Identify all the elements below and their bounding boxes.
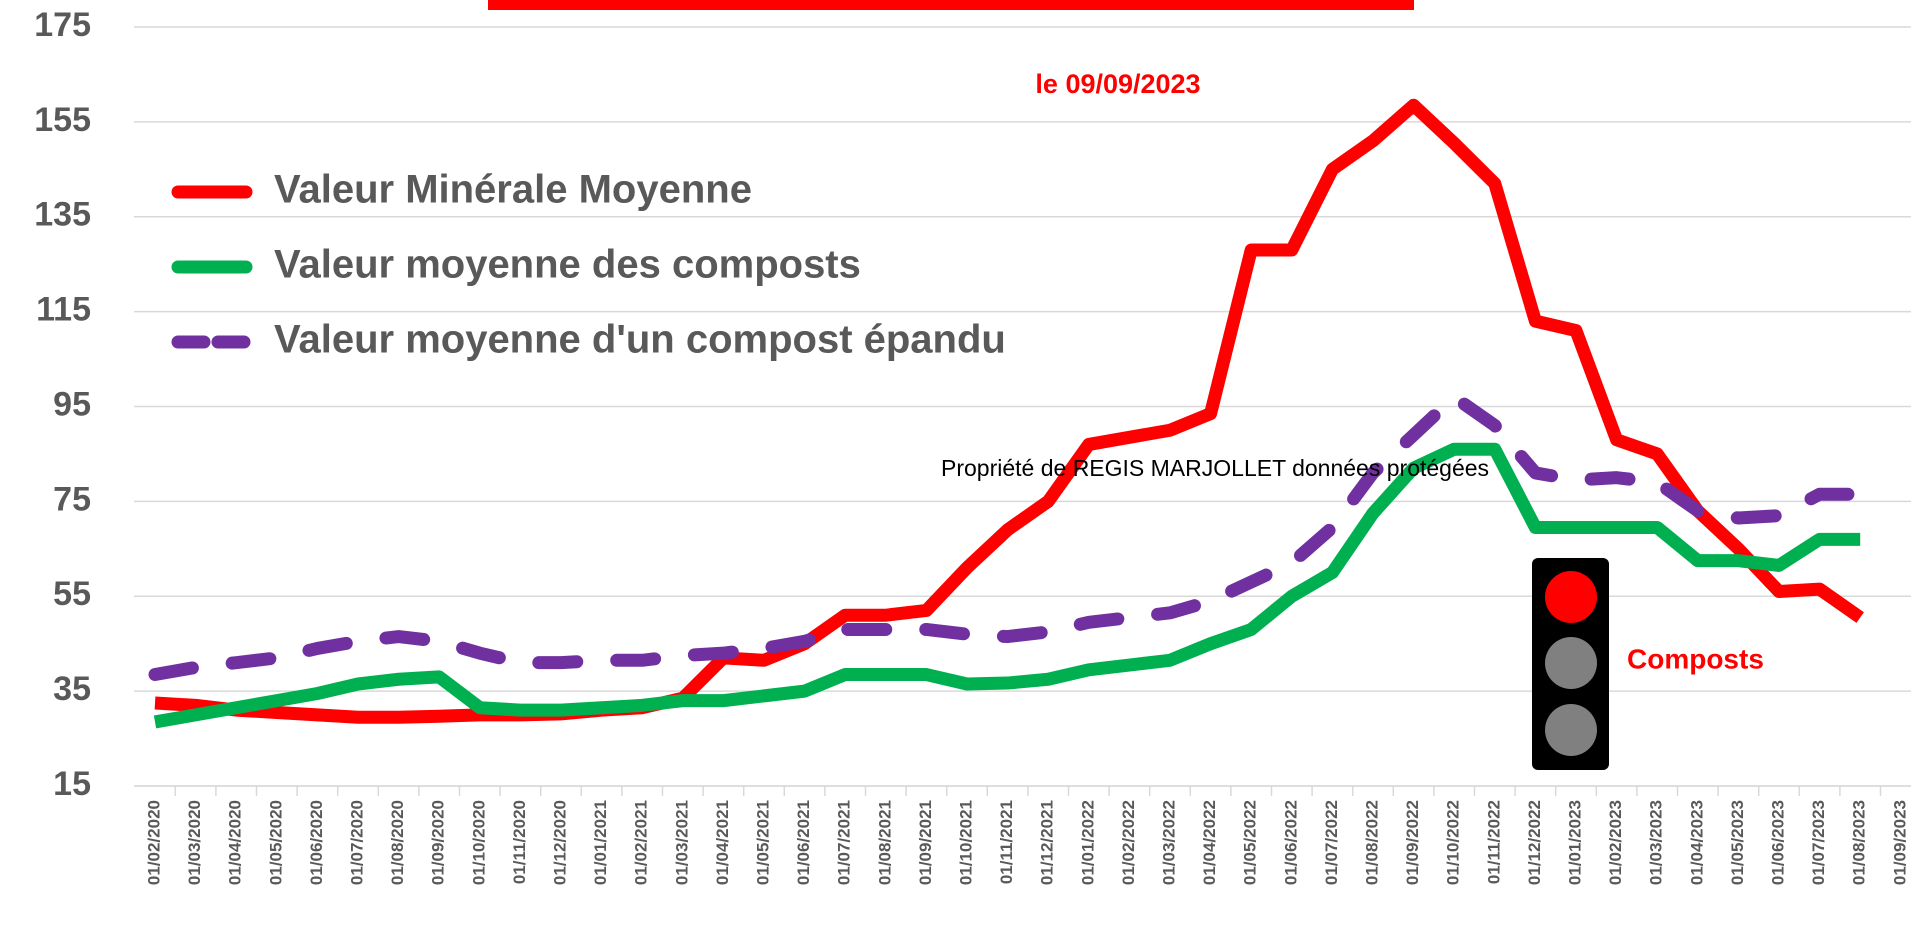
x-tick-label: 01/11/2021 (997, 800, 1016, 884)
x-tick-label: 01/06/2023 (1768, 800, 1787, 885)
x-tick-label: 01/01/2023 (1565, 800, 1584, 885)
x-tick-label: 01/02/2022 (1119, 800, 1138, 885)
x-tick-label: 01/03/2023 (1647, 800, 1666, 885)
x-tick-label: 01/12/2020 (550, 800, 569, 885)
y-tick-label: 155 (34, 101, 91, 139)
x-tick-label: 01/10/2021 (956, 800, 975, 885)
x-tick-label: 01/08/2020 (388, 800, 407, 885)
x-tick-label: 01/03/2021 (672, 800, 691, 885)
annotation: le 09/09/2023 (1035, 69, 1200, 99)
x-tick-label: 01/02/2023 (1606, 800, 1625, 885)
x-tick-label: 01/06/2020 (307, 800, 326, 885)
x-tick-label: 01/04/2021 (713, 800, 732, 885)
x-tick-label: 01/12/2021 (1038, 800, 1057, 885)
x-tick-label: 01/11/2022 (1484, 800, 1503, 884)
x-tick-label: 01/07/2023 (1809, 800, 1828, 885)
x-tick-label: 01/06/2021 (794, 800, 813, 885)
legend-label: Valeur moyenne d'un compost épandu (274, 318, 1006, 362)
x-tick-label: 01/08/2022 (1362, 800, 1381, 885)
x-tick-label: 01/05/2020 (266, 800, 285, 885)
x-tick-label: 01/10/2022 (1444, 800, 1463, 885)
x-tick-label: 01/03/2022 (1159, 800, 1178, 885)
y-tick-label: 15 (53, 765, 91, 803)
x-tick-label: 01/09/2020 (429, 800, 448, 885)
signal-label: Composts (1627, 643, 1764, 674)
x-tick-label: 01/02/2021 (632, 800, 651, 885)
series-line (153, 442, 1861, 729)
legend-label: Valeur Minérale Moyenne (274, 168, 752, 212)
y-tick-label: 135 (34, 196, 91, 234)
header-bar (488, 0, 1414, 10)
legend-label: Valeur moyenne des composts (274, 243, 861, 287)
y-tick-label: 175 (34, 6, 91, 44)
series-line (148, 390, 1867, 682)
x-tick-label: 01/08/2021 (875, 800, 894, 885)
series-line (154, 98, 1864, 724)
x-tick-label: 01/04/2023 (1687, 800, 1706, 885)
x-tick-label: 01/07/2022 (1322, 800, 1341, 885)
watermark: Propriété de REGIS MARJOLLET données pro… (941, 455, 1489, 481)
light-red (1545, 571, 1597, 623)
y-tick-label: 95 (53, 385, 91, 423)
traffic-light (1532, 558, 1609, 770)
x-tick-label: 01/02/2020 (144, 800, 163, 885)
x-tick-label: 01/05/2022 (1241, 800, 1260, 885)
y-tick-label: 75 (53, 480, 91, 518)
x-tick-label: 01/03/2020 (185, 800, 204, 885)
x-tick-label: 01/09/2022 (1403, 800, 1422, 885)
x-tick-label: 01/07/2021 (835, 800, 854, 885)
x-tick-label: 01/01/2022 (1078, 800, 1097, 885)
x-tick-label: 01/11/2020 (510, 800, 529, 884)
x-tick-label: 01/09/2021 (916, 800, 935, 885)
y-tick-label: 35 (53, 670, 91, 708)
light-amber (1545, 637, 1597, 689)
x-tick-label: 01/04/2022 (1200, 800, 1219, 885)
x-tick-label: 01/05/2021 (753, 800, 772, 885)
x-tick-label: 01/08/2023 (1850, 800, 1869, 885)
x-tick-label: 01/12/2022 (1525, 800, 1544, 885)
x-tick-label: 01/05/2023 (1728, 800, 1747, 885)
y-tick-label: 55 (53, 575, 91, 613)
x-tick-label: 01/07/2020 (347, 800, 366, 885)
x-tick-label: 01/01/2021 (591, 800, 610, 885)
y-tick-label: 115 (36, 291, 91, 329)
light-green (1545, 704, 1597, 756)
x-tick-label: 01/10/2020 (469, 800, 488, 885)
x-tick-label: 01/09/2023 (1890, 800, 1909, 885)
x-tick-label: 01/04/2020 (226, 800, 245, 885)
x-tick-label: 01/06/2022 (1281, 800, 1300, 885)
